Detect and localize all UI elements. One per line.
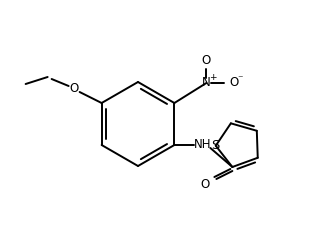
Text: O: O [201, 179, 210, 191]
Text: NH: NH [194, 138, 211, 151]
Text: +: + [208, 74, 216, 83]
Text: O: O [230, 76, 239, 90]
Text: O: O [202, 53, 211, 67]
Text: N: N [202, 76, 211, 90]
Text: S: S [212, 139, 220, 152]
Text: ⁻: ⁻ [238, 74, 243, 84]
Text: O: O [69, 82, 78, 94]
